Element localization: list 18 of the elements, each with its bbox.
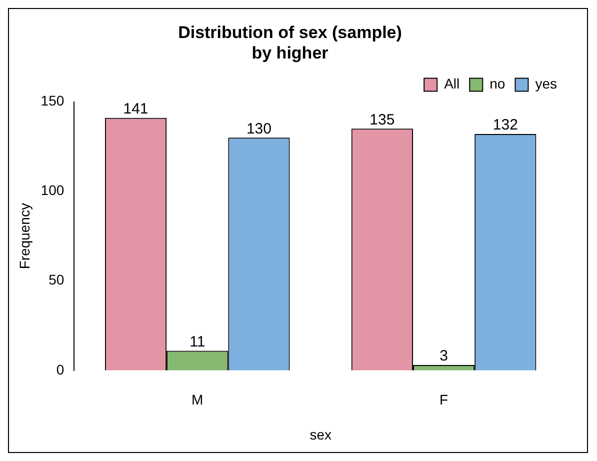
y-tick-label: 150	[40, 92, 64, 109]
data-label: 132	[492, 116, 518, 134]
y-tick-label: 0	[56, 361, 64, 378]
y-tick-label: 50	[48, 272, 64, 288]
y-tick-label: 100	[40, 182, 64, 198]
x-tick-label: F	[440, 392, 448, 408]
data-label: 141	[123, 100, 148, 118]
legend-label: yes	[535, 76, 558, 92]
y-axis-title: Frequency	[16, 203, 32, 270]
legend-label: All	[444, 76, 460, 92]
data-label: 11	[190, 333, 206, 350]
data-label: 130	[246, 120, 272, 138]
data-label: 3	[440, 348, 448, 365]
data-label: 135	[370, 111, 395, 128]
chart-title: Distribution of sex (sample) by higher	[178, 22, 402, 62]
x-tick-label: M	[192, 392, 204, 408]
x-axis-title: sex	[310, 426, 332, 442]
legend-label: no	[490, 76, 506, 92]
